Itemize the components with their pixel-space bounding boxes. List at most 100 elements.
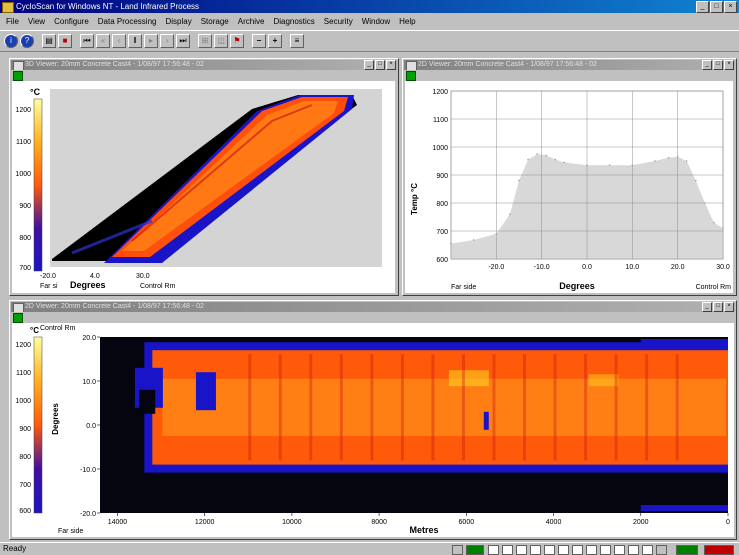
panel-3d-view: 3D Viewer: 20mm Concrete Cast4 - 1/08/97… [9, 58, 399, 296]
thermal-heatmap-chart: °C Control Rm 1200 1100 1000 900 800 700… [15, 325, 730, 535]
profile-point [536, 153, 538, 155]
control-room-label: Control Rm [696, 284, 732, 291]
app-icon[interactable] [2, 2, 14, 13]
window-icon [13, 303, 24, 312]
heatmap-hot-spot [448, 370, 489, 387]
scale-tick: 1000 [15, 398, 31, 405]
scale-tick: 900 [19, 426, 31, 433]
y-tick-label: 800 [436, 201, 448, 208]
y-tick-label: 900 [436, 173, 448, 180]
scale-tick: 1000 [15, 171, 31, 178]
menu-diagnostics[interactable]: Diagnostics [273, 17, 315, 26]
last-icon[interactable]: ⏭ [176, 34, 190, 48]
panel-3d-minimize-button[interactable]: _ [364, 60, 374, 70]
color-scale-bar [33, 336, 43, 514]
menu-configure[interactable]: Configure [54, 17, 89, 26]
menu-help[interactable]: Help [399, 17, 416, 26]
status-text: Ready [3, 544, 27, 553]
surface-shadow-streak [71, 219, 153, 255]
menu-archive[interactable]: Archive [237, 17, 265, 26]
help-icon[interactable]: ? [20, 34, 34, 48]
heatmap-cool-edge [640, 339, 728, 345]
x-tick-label: 6000 [459, 519, 475, 526]
y-axis-label: Degrees [51, 403, 60, 435]
scale-tick: 1200 [15, 342, 31, 349]
first-icon[interactable]: ⏮ [80, 34, 94, 48]
unit-label: °C [30, 87, 41, 97]
panel-3d-close-button[interactable]: × [386, 60, 396, 70]
prev-icon[interactable]: ‹ [112, 34, 126, 48]
panel-profile-title: 2D Viewer: 20mm Concrete Cast4 - 1/08/97… [418, 61, 597, 68]
surface-ridge-line [131, 104, 313, 242]
panel-profile-minimize-button[interactable]: _ [702, 60, 712, 70]
scale-tick: 1100 [16, 139, 31, 146]
next-icon[interactable]: › [160, 34, 174, 48]
settings-icon[interactable]: ≡ [290, 34, 304, 48]
panel-3d-maximize-button[interactable]: □ [375, 60, 385, 70]
color-scale-bar [33, 98, 43, 272]
scale-tick: 900 [19, 203, 31, 210]
panel-profile-title-bar: 2D Viewer: 20mm Concrete Cast4 - 1/08/97… [404, 60, 735, 70]
profile-point [554, 158, 557, 161]
x-axis-label: Metres [409, 525, 438, 535]
x-tick: 30.0 [136, 273, 150, 280]
status-indicator-icon [406, 71, 416, 81]
y-tick-label: 20.0 [82, 335, 96, 342]
heatmap-cold-patch [139, 389, 156, 414]
x-tick: -20.0 [40, 273, 56, 280]
menu-window[interactable]: Window [361, 17, 391, 26]
status-bar: Ready [0, 542, 739, 555]
profile-point [527, 158, 529, 161]
plus-icon[interactable]: + [268, 34, 282, 48]
minimize-button[interactable]: _ [696, 1, 709, 13]
profile-point [713, 221, 715, 224]
panel-thermal-maximize-button[interactable]: □ [713, 302, 723, 312]
panel-profile-maximize-button[interactable]: □ [713, 60, 723, 70]
menu-data-processing[interactable]: Data Processing [97, 17, 157, 26]
menu-view[interactable]: View [27, 17, 46, 26]
x-tick-label: 14000 [108, 519, 128, 526]
surface-core [122, 101, 338, 251]
flag-icon[interactable]: ⚑ [230, 34, 244, 48]
status-indicator-icon [13, 313, 23, 323]
menu-security[interactable]: Security [323, 17, 353, 26]
menu-file[interactable]: File [6, 17, 19, 26]
heatmap-streak [492, 354, 496, 461]
stop-icon[interactable]: ■ [58, 34, 72, 48]
x-tick-label: 8000 [371, 519, 387, 526]
play-icon[interactable]: ▸ [144, 34, 158, 48]
x-axis-label: Degrees [70, 280, 106, 290]
panel-profile-content: Temp °C Degrees Far side Control Rm 600 7… [405, 81, 733, 293]
close-button[interactable]: × [724, 1, 737, 13]
heatmap-streak [614, 354, 618, 461]
prev-fast-icon[interactable]: « [96, 34, 110, 48]
zoom-icon[interactable]: ⊞ [198, 34, 212, 48]
pause-icon[interactable]: ‖ [128, 34, 142, 48]
maximize-button[interactable]: □ [710, 1, 723, 13]
panel-3d-title: 3D Viewer: 20mm Concrete Cast4 - 1/08/97… [25, 61, 204, 68]
x-tick-label: -20.0 [488, 264, 504, 271]
profile-point [676, 156, 679, 158]
heatmap-streak [553, 354, 557, 461]
x-tick-label: 10.0 [626, 264, 640, 271]
info-icon[interactable]: i [4, 34, 18, 48]
panel-thermal-minimize-button[interactable]: _ [702, 302, 712, 312]
heatmap-streak [675, 354, 679, 461]
minus-icon[interactable]: − [252, 34, 266, 48]
panel-profile-close-button[interactable]: × [724, 60, 734, 70]
far-side-label: Far side [451, 284, 476, 291]
app-title-bar: CycloScan for Windows NT - Land Infrared… [0, 0, 739, 13]
marker-icon[interactable]: ◫ [214, 34, 228, 48]
control-room-label: Control Rm [140, 283, 176, 290]
profile-point [586, 164, 588, 166]
heatmap-cool-edge [640, 505, 728, 511]
menu-display[interactable]: Display [165, 17, 192, 26]
y-tick-label: -10.0 [80, 467, 96, 474]
panel-3d-title-bar: 3D Viewer: 20mm Concrete Cast4 - 1/08/97… [11, 60, 397, 70]
menu-storage[interactable]: Storage [200, 17, 229, 26]
print-icon[interactable]: ▤ [42, 34, 56, 48]
x-tick-label: 12000 [195, 519, 215, 526]
panel-thermal-close-button[interactable]: × [724, 302, 734, 312]
x-tick-label: 0 [726, 519, 730, 526]
profile-point [450, 242, 452, 245]
